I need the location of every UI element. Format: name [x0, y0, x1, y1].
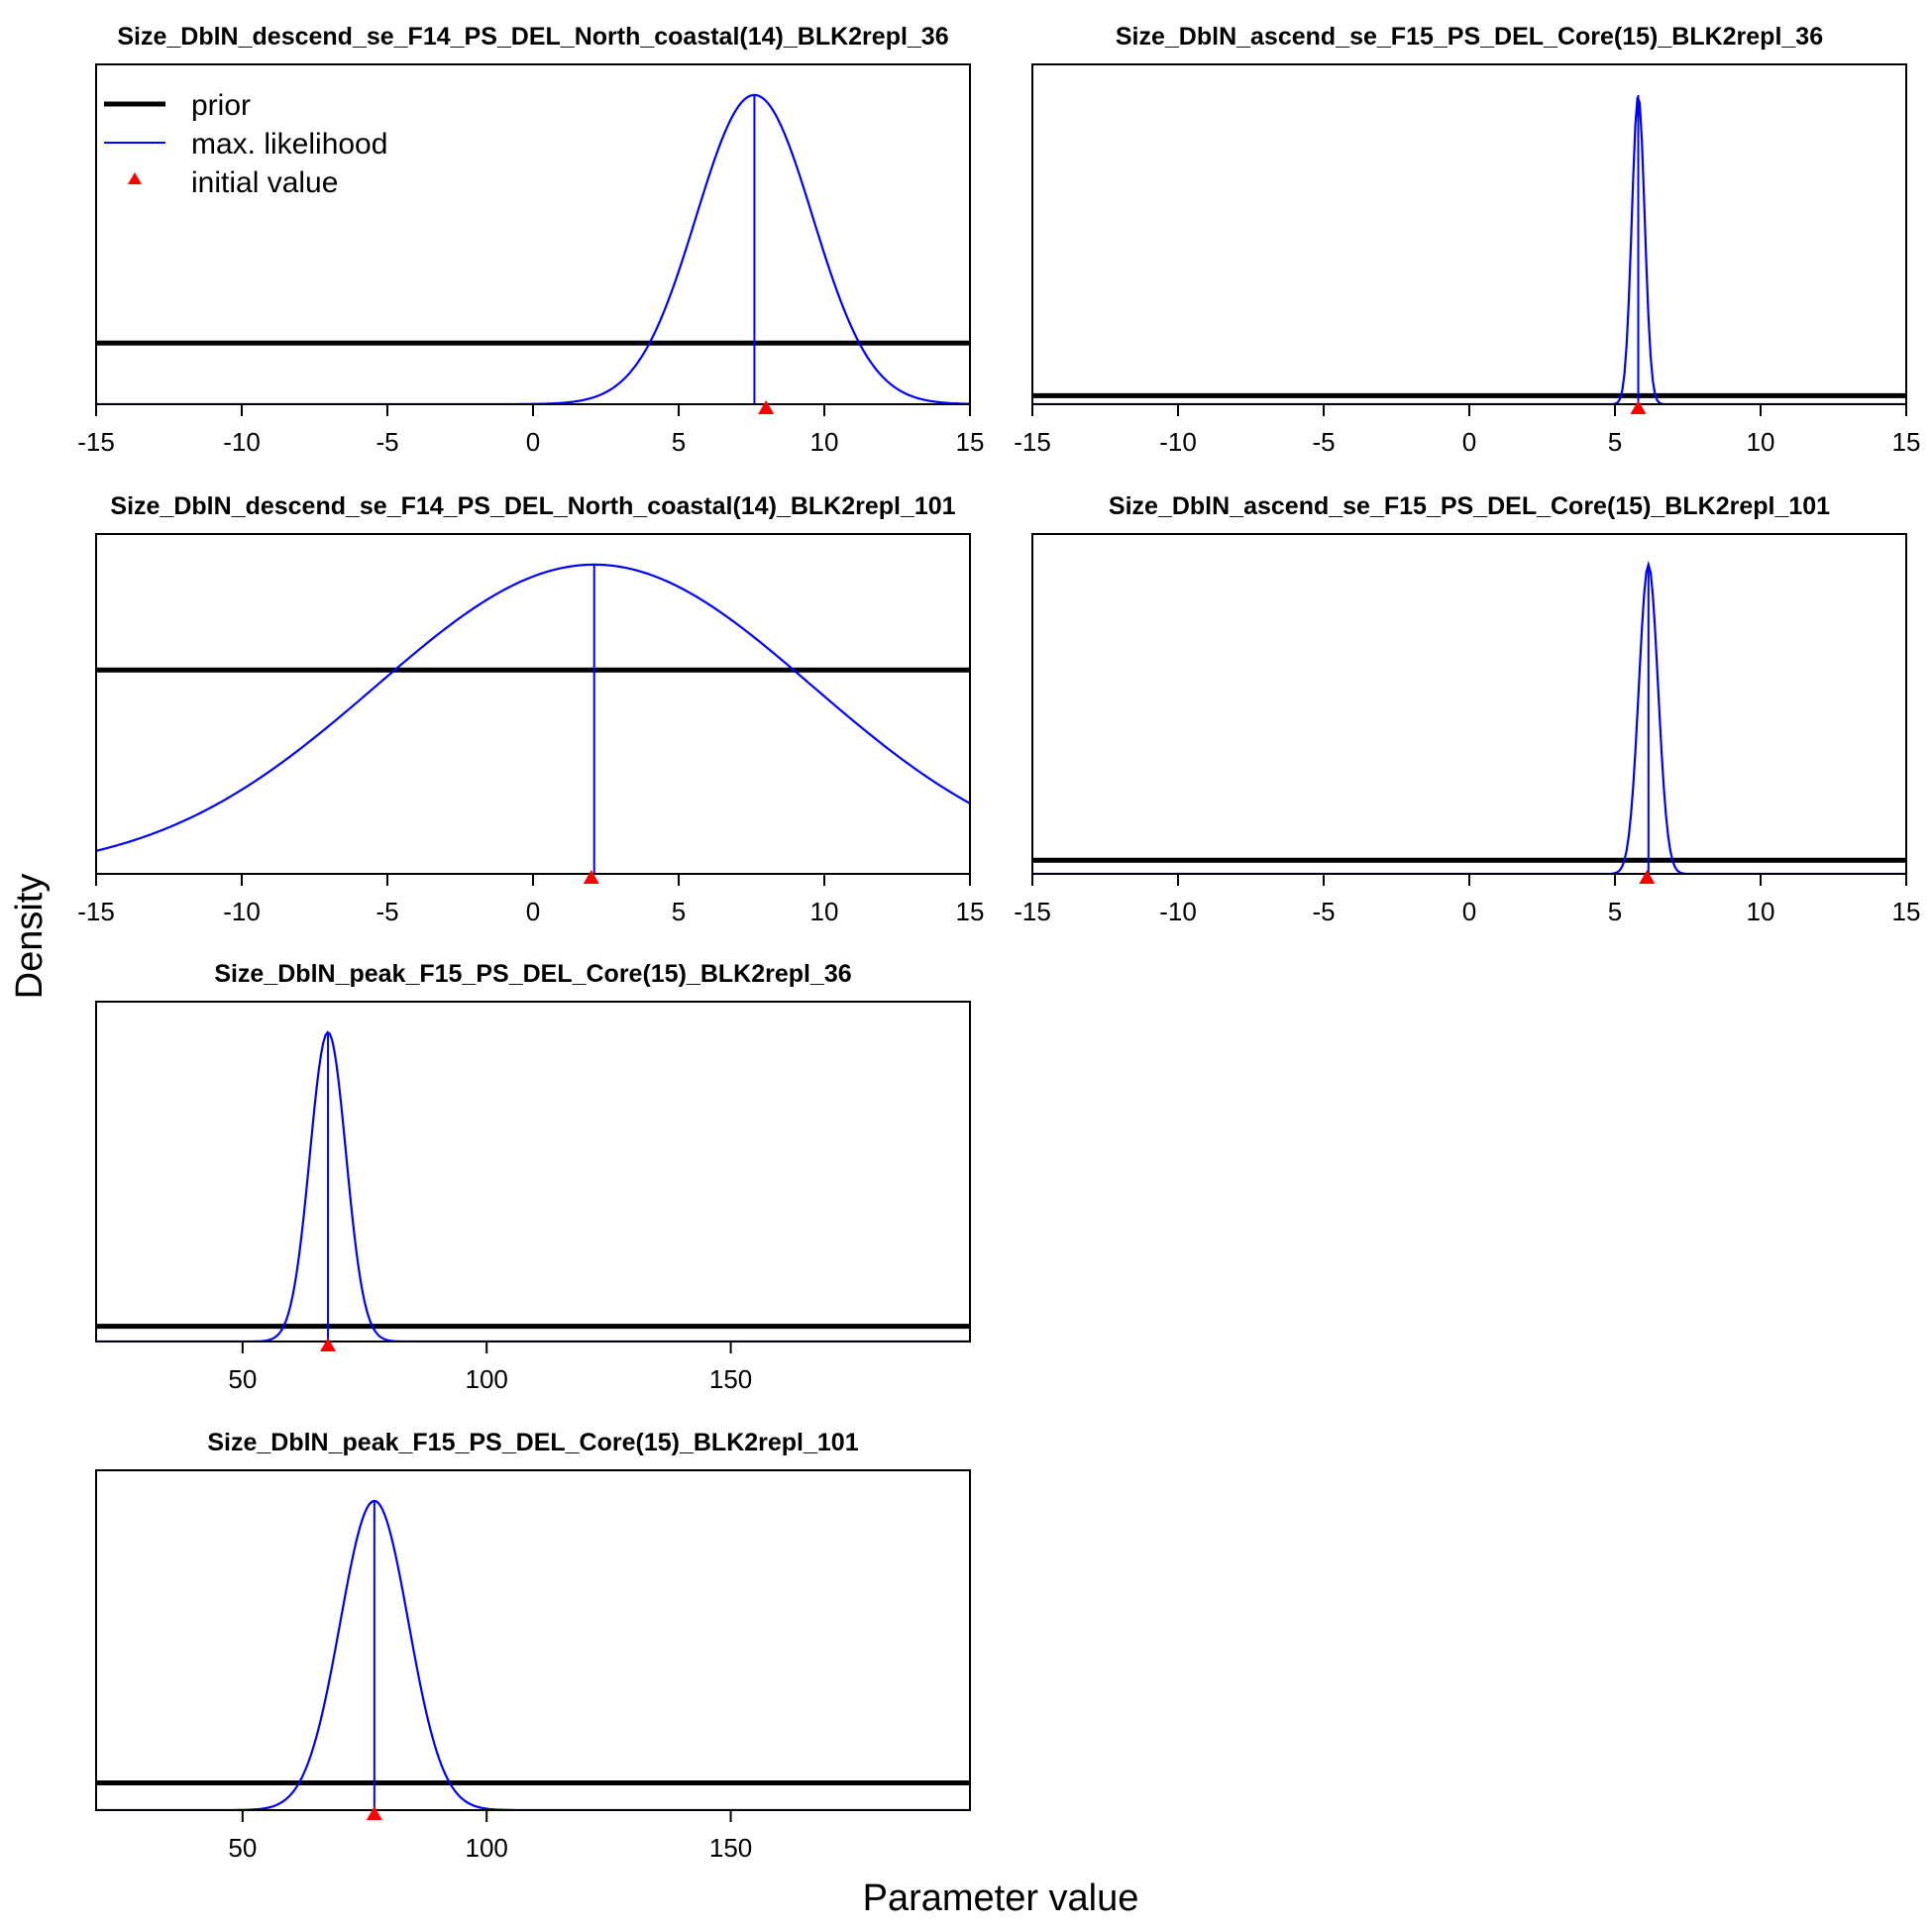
- plot-frame: [1031, 63, 1907, 405]
- plot-frame: [1031, 533, 1907, 875]
- x-tick-label: 50: [228, 1833, 257, 1863]
- x-tick-label: -15: [77, 427, 115, 457]
- plot-frame: [95, 1469, 971, 1811]
- x-axis-title: Parameter value: [863, 1878, 1139, 1919]
- initial-value-marker: [366, 1806, 382, 1820]
- x-tick-label: -15: [77, 897, 115, 926]
- x-tick-label: 5: [672, 427, 686, 457]
- chart-panel-5: Size_DblN_peak_F15_PS_DEL_Core(15)_BLK2r…: [95, 960, 971, 1394]
- likelihood-curve: [96, 563, 970, 852]
- likelihood-curve: [1032, 96, 1906, 404]
- x-tick-label: 5: [672, 897, 686, 926]
- x-tick-label: -10: [223, 427, 261, 457]
- likelihood-curve: [1032, 560, 1906, 874]
- initial-value-marker: [1639, 870, 1656, 884]
- likelihood-curve: [96, 1030, 970, 1342]
- chart-panel-4: Size_DblN_ascend_se_F15_PS_DEL_Core(15)_…: [1014, 492, 1920, 926]
- panel-title: Size_DblN_ascend_se_F15_PS_DEL_Core(15)_…: [1109, 492, 1830, 520]
- legend-likelihood-label: max. likelihood: [191, 128, 387, 161]
- x-tick-label: 50: [228, 1364, 257, 1394]
- x-tick-label: 5: [1608, 427, 1622, 457]
- plot-frame: [95, 533, 971, 875]
- x-tick-label: -5: [1312, 897, 1335, 926]
- x-tick-label: 15: [956, 427, 985, 457]
- x-tick-label: 0: [1462, 427, 1476, 457]
- panel-title: Size_DblN_descend_se_F14_PS_DEL_North_co…: [110, 492, 955, 520]
- x-tick-label: -15: [1014, 897, 1051, 926]
- x-tick-label: 10: [810, 897, 839, 926]
- panels: Size_DblN_descend_se_F14_PS_DEL_North_co…: [77, 23, 1920, 1863]
- x-tick-label: 15: [1892, 427, 1921, 457]
- plot-frame: [95, 1001, 971, 1342]
- x-tick-label: 15: [1892, 897, 1921, 926]
- x-tick-label: 100: [465, 1364, 507, 1394]
- x-tick-label: 0: [526, 427, 540, 457]
- x-tick-label: -10: [1159, 897, 1197, 926]
- panel-title: Size_DblN_ascend_se_F15_PS_DEL_Core(15)_…: [1116, 23, 1823, 51]
- x-tick-label: -10: [1159, 427, 1197, 457]
- initial-value-marker: [758, 400, 775, 414]
- likelihood-curve: [96, 1499, 970, 1810]
- x-tick-label: 100: [465, 1833, 507, 1863]
- chart-panel-2: Size_DblN_ascend_se_F15_PS_DEL_Core(15)_…: [1014, 23, 1920, 457]
- initial-value-marker: [1630, 400, 1647, 414]
- y-axis-title: Density: [9, 874, 51, 1000]
- initial-value-marker: [320, 1338, 337, 1351]
- x-tick-label: 10: [1747, 897, 1775, 926]
- x-tick-label: 0: [1462, 897, 1476, 926]
- chart-panel-1: Size_DblN_descend_se_F14_PS_DEL_North_co…: [77, 23, 984, 457]
- x-tick-label: 150: [709, 1833, 752, 1863]
- panel-title: Size_DblN_peak_F15_PS_DEL_Core(15)_BLK2r…: [207, 1429, 858, 1456]
- x-tick-label: -5: [1312, 427, 1335, 457]
- panel-title: Size_DblN_descend_se_F14_PS_DEL_North_co…: [117, 23, 948, 51]
- legend-prior-label: prior: [191, 89, 251, 122]
- x-tick-label: -15: [1014, 427, 1051, 457]
- x-tick-label: 10: [810, 427, 839, 457]
- x-tick-label: -10: [223, 897, 261, 926]
- legend-initial-swatch: [128, 172, 142, 184]
- x-tick-label: 0: [526, 897, 540, 926]
- x-tick-label: 15: [956, 897, 985, 926]
- chart-panel-6: Size_DblN_peak_F15_PS_DEL_Core(15)_BLK2r…: [95, 1429, 971, 1863]
- x-tick-label: 150: [709, 1364, 752, 1394]
- x-tick-label: -5: [376, 427, 398, 457]
- x-tick-label: 5: [1608, 897, 1622, 926]
- chart-panel-3: Size_DblN_descend_se_F14_PS_DEL_North_co…: [77, 492, 984, 926]
- x-tick-label: 10: [1747, 427, 1775, 457]
- panel-title: Size_DblN_peak_F15_PS_DEL_Core(15)_BLK2r…: [214, 960, 851, 988]
- initial-value-marker: [583, 870, 599, 884]
- legend-initial-label: initial value: [191, 166, 338, 199]
- x-tick-label: -5: [376, 897, 398, 926]
- legend: prior max. likelihood initial value: [104, 89, 387, 199]
